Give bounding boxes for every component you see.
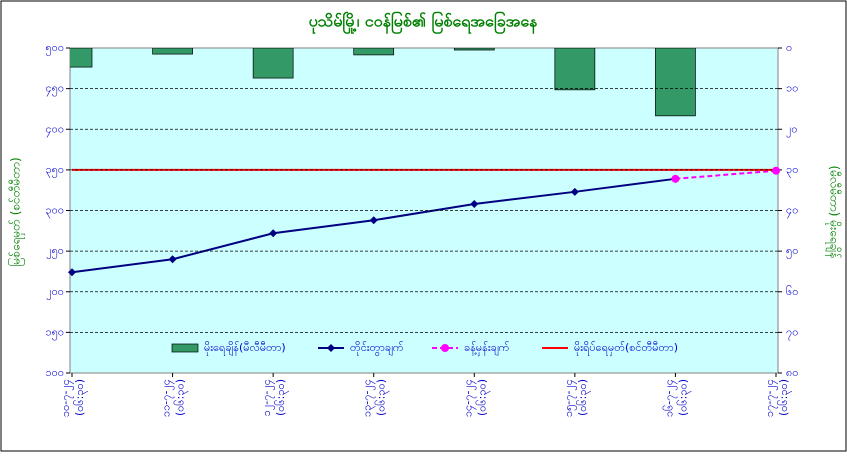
y-axis-label: မြစ်ရေမှတ် (စင်တီမီတာ)	[7, 157, 26, 266]
bar	[152, 48, 193, 55]
marker	[68, 268, 76, 277]
x-tick-sublabel: (၀၆:၃၀)	[777, 379, 792, 416]
x-tick-label: ၁၄-၇-၂၄	[461, 379, 476, 417]
x-tick-sublabel: (၀၆:၃၀)	[375, 379, 390, 416]
y-tick-label: ၄၀၀	[45, 122, 64, 137]
y2-tick-label: ၃၀	[786, 163, 798, 178]
marker	[369, 216, 378, 225]
y2-axis-label: (မီလီမီတာ) မိုးရေချိန်	[825, 166, 843, 259]
marker	[772, 166, 780, 175]
x-tick-sublabel: (၀၆:၃၀)	[274, 379, 289, 416]
x-tick-sublabel: (၀၆:၃၀)	[475, 379, 490, 416]
legend-marker	[441, 344, 449, 352]
marker	[269, 229, 278, 238]
y2-tick-label: ၄၀	[786, 204, 798, 219]
y2-tick-label: ၆၀	[786, 285, 798, 298]
legend-label: တိုင်းတွာချက်	[350, 341, 404, 356]
x-tick-label: ၁၃-၇-၂၄	[361, 379, 376, 417]
bar	[453, 48, 495, 51]
y-tick-label: ၃၅၀	[45, 163, 64, 178]
x-tick-label: ၁၂-၇-၂၄	[260, 379, 275, 416]
y-tick-label: ၃၀၀	[45, 204, 64, 219]
marker	[168, 255, 177, 264]
marker	[470, 200, 479, 208]
x-tick-sublabel: (၀၆:၃၀)	[174, 379, 189, 416]
bar	[70, 48, 93, 68]
y-tick-label: ၂၀၀	[46, 285, 64, 300]
x-tick-label: ၁၁-၇-၂၄	[160, 379, 175, 417]
line	[675, 169, 777, 180]
y2-tick-label: ၅၀	[786, 244, 798, 259]
legend-box	[160, 338, 700, 358]
legend-swatch	[171, 343, 199, 353]
x-tick-sublabel: (၀၆:၃၀)	[576, 379, 591, 416]
x-tick-label: ၁၀-၇-၂၄	[59, 379, 74, 417]
y-tick-label: ၁၅၀	[45, 325, 64, 340]
legend-marker	[327, 344, 335, 352]
x-tick-label: ၁၆-၇-၂၄	[662, 379, 677, 417]
y2-tick-label: ၀	[786, 41, 792, 54]
legend-label: ခန့်မှန်းချက်	[464, 341, 510, 356]
y2-tick-label: ၂၀	[786, 122, 798, 137]
legend-label: မိုးရေချိန်(မီလီမီတာ)	[204, 341, 286, 356]
bar	[554, 48, 596, 91]
y-tick-label: ၂၅၀	[46, 244, 64, 259]
marker	[671, 174, 680, 183]
x-tick-label: ၁၇-၇-၂၄	[763, 379, 778, 417]
legend-label: မိုးရိပ်ရေမှတ်(စင်တီမီတာ)	[574, 341, 678, 356]
bar	[252, 48, 294, 79]
bar	[353, 48, 395, 56]
y2-tick-label: ၇၀	[786, 325, 798, 340]
y-tick-label: ၁၀၀	[45, 366, 64, 379]
bar	[655, 48, 696, 117]
y-tick-label: ၅၀၀	[45, 41, 64, 56]
marker	[570, 187, 579, 196]
x-tick-sublabel: (၀၆:၃၀)	[676, 379, 691, 416]
y2-tick-label: ၈၀	[786, 366, 798, 379]
y2-tick-label: ၁၀	[786, 82, 798, 95]
x-tick-label: ၁၅-၇-၂၄	[562, 379, 577, 417]
y-tick-label: ၄၅၀	[45, 82, 64, 97]
x-tick-sublabel: (၀၆:၃၀)	[73, 379, 88, 416]
